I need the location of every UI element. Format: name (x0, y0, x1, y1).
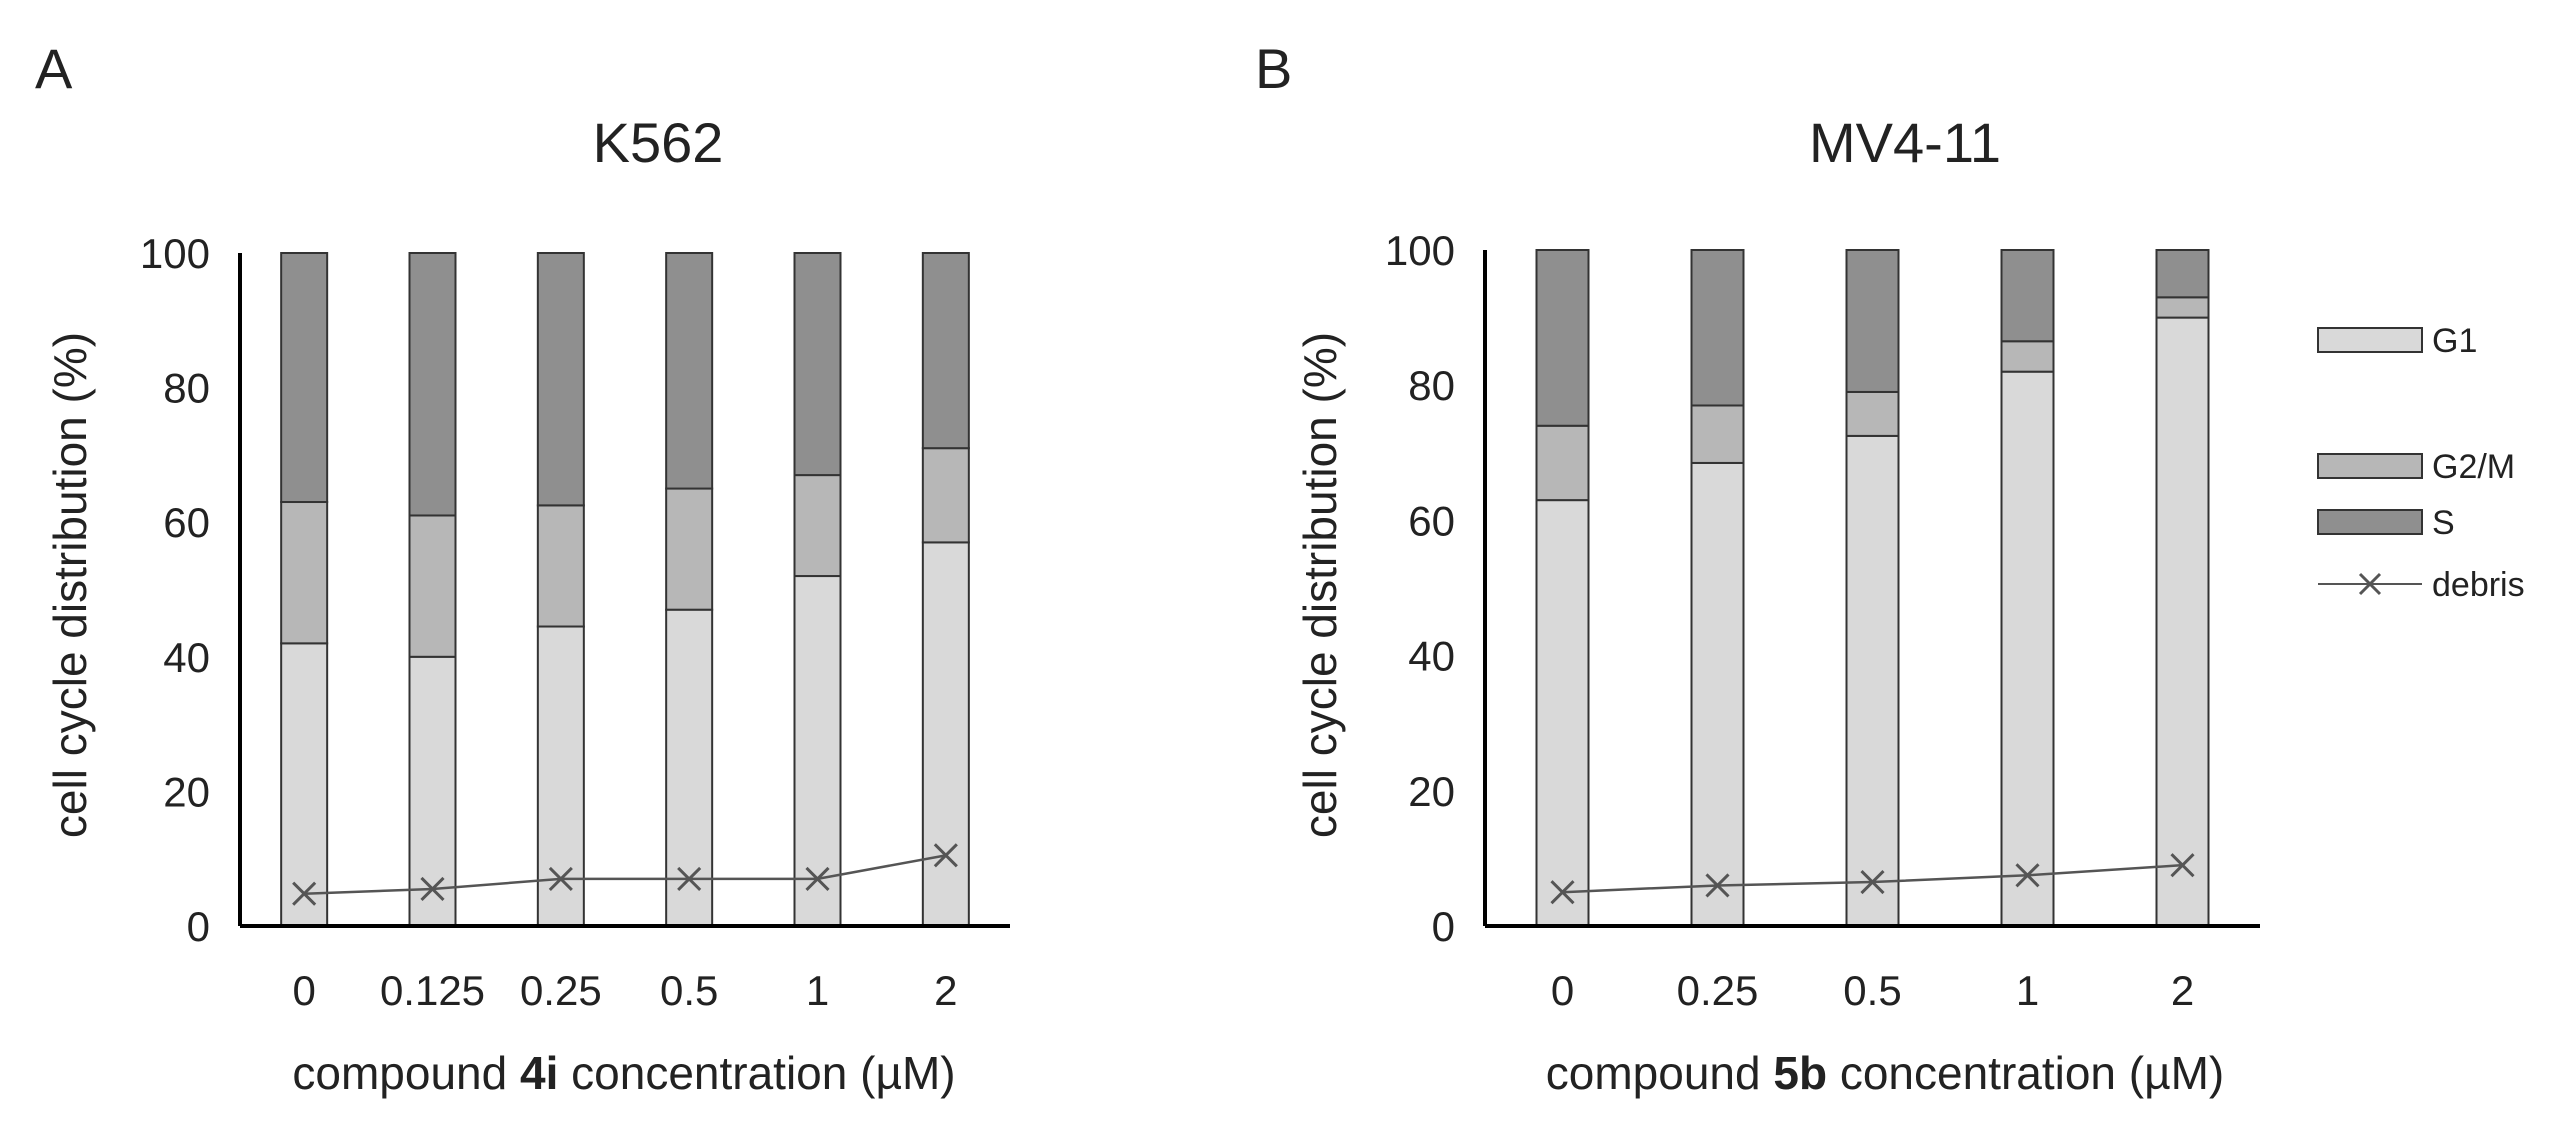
bar-g1-4 (2155, 316, 2210, 928)
debris-marker-1 (420, 876, 445, 902)
legend-swatch-g1 (2317, 327, 2423, 353)
y-tick-label-0: 0 (187, 903, 210, 950)
bar-g2m-0 (1535, 424, 1590, 502)
bar-g1-2 (1845, 434, 1900, 927)
bar-g2m-3 (2000, 340, 2055, 373)
panel-b-x-axis-title: compound 5b concentration (µM) (1546, 1047, 2225, 1099)
y-tick-label-40: 40 (1408, 633, 1455, 680)
bar-g2m-4 (793, 474, 842, 578)
legend-label-s: S (2432, 504, 2455, 542)
y-tick-label-40: 40 (163, 634, 210, 681)
x-tick-label-3: 1 (2016, 967, 2039, 1014)
bar-g1-0 (1535, 499, 1590, 927)
x-tick-label-1: 0.25 (1677, 967, 1759, 1014)
bar-g2m-3 (665, 487, 714, 611)
x-tick-label-4: 1 (806, 967, 829, 1014)
debris-marker-4 (805, 866, 830, 891)
x-tick-label-3: 0.5 (660, 967, 718, 1014)
y-tick-label-80: 80 (163, 365, 210, 412)
y-tick-label-80: 80 (1408, 362, 1455, 409)
bar-s-0 (280, 252, 329, 504)
bar-s-1 (1690, 249, 1745, 407)
legend-swatch-s (2317, 509, 2423, 535)
y-tick-label-100: 100 (140, 230, 210, 277)
bar-g2m-1 (408, 514, 457, 658)
debris-marker-5 (933, 843, 958, 868)
bar-g1-0 (280, 642, 329, 928)
bar-g1-3 (2000, 370, 2055, 927)
bar-g2m-1 (1690, 404, 1745, 464)
bar-g1-3 (665, 608, 714, 927)
x-tick-label-0: 0 (292, 967, 315, 1014)
legend-label-g1: G1 (2432, 322, 2477, 360)
bar-s-4 (793, 252, 842, 477)
bar-g2m-5 (921, 447, 970, 544)
panel-b-y-axis-title: cell cycle distribution (%) (1294, 332, 1346, 838)
y-tick-label-20: 20 (1408, 768, 1455, 815)
panel-b-plot: 0 20 40 60 80 100 0 0.25 0.5 1 2 (1385, 227, 2260, 1014)
bar-g1-1 (1690, 461, 1745, 927)
panel-b-x-title-suffix: concentration (µM) (1827, 1047, 2224, 1099)
debris-marker-2 (1860, 869, 1885, 895)
panel-a-plot: 0 20 40 60 80 100 0 0.125 0.25 0.5 1 2 (140, 230, 1010, 1014)
debris-marker-4 (2170, 853, 2195, 878)
debris-line (304, 854, 947, 895)
bar-g1-5 (921, 541, 970, 927)
panel-a-x-title-compound: 4i (520, 1047, 558, 1099)
debris-marker-3 (677, 866, 702, 891)
bar-s-5 (921, 252, 970, 450)
bar-s-3 (2000, 249, 2055, 343)
debris-marker-2 (548, 866, 573, 891)
panel-b-title: MV4-11 (1809, 111, 2001, 174)
x-tick-label-0: 0 (1551, 967, 1574, 1014)
panel-b-x-title-prefix: compound (1546, 1047, 1774, 1099)
y-tick-label-60: 60 (163, 499, 210, 546)
panel-a-title: K562 (593, 111, 724, 174)
panel-a: A K562 cell cycle distribution (%) 02040… (35, 37, 1010, 1099)
bar-g1-4 (793, 575, 842, 927)
bar-g2m-2 (1845, 390, 1900, 437)
panel-a-x-title-suffix: concentration (µM) (558, 1047, 955, 1099)
bar-g1-2 (536, 625, 585, 927)
debris-marker-3 (2015, 863, 2040, 888)
bar-s-0 (1535, 249, 1590, 427)
x-tick-label-5: 2 (934, 967, 957, 1014)
legend-marker-debris (2358, 572, 2382, 596)
legend-swatch-g2m (2317, 453, 2423, 479)
bar-g1-1 (408, 655, 457, 927)
bar-s-2 (1845, 249, 1900, 393)
x-tick-label-2: 0.25 (520, 967, 602, 1014)
panel-a-letter: A (35, 37, 73, 100)
x-tick-label-1: 0.125 (380, 967, 485, 1014)
bar-g2m-2 (536, 504, 585, 628)
panel-a-x-title-prefix: compound (292, 1047, 520, 1099)
legend-label-g2m: G2/M (2432, 448, 2515, 486)
panel-b-letter: B (1255, 37, 1292, 100)
bar-g2m-0 (280, 501, 329, 645)
x-tick-label-4: 2 (2171, 967, 2194, 1014)
debris-marker-1 (1705, 873, 1730, 898)
panel-a-x-axis-title: compound 4i concentration (µM) (292, 1047, 955, 1099)
bar-s-3 (665, 252, 714, 490)
debris-marker-0 (1550, 880, 1575, 905)
y-tick-label-20: 20 (163, 768, 210, 815)
legend: G1 G2/M S debris (2317, 322, 2525, 604)
panel-b-x-title-compound: 5b (1773, 1047, 1827, 1099)
legend-label-debris: debris (2432, 566, 2525, 604)
bar-s-1 (408, 252, 457, 517)
debris-marker-0 (292, 881, 317, 906)
bar-g2m-4 (2155, 296, 2210, 319)
y-tick-label-0: 0 (1432, 903, 1455, 950)
x-tick-label-2: 0.5 (1843, 967, 1901, 1014)
panel-b: B MV4-11 cell cycle distribution (%) 020… (1255, 37, 2260, 1099)
bar-s-4 (2155, 249, 2210, 299)
bar-s-2 (536, 252, 585, 507)
panel-a-y-axis-title: cell cycle distribution (%) (44, 332, 96, 838)
y-tick-label-100: 100 (1385, 227, 1455, 274)
y-tick-label-60: 60 (1408, 497, 1455, 544)
